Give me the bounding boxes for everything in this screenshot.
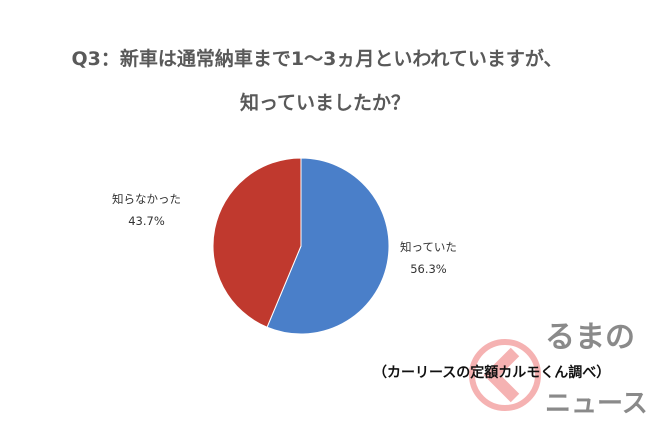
watermark-text-2: ニュース: [545, 389, 648, 419]
source-note: （カーリースの定額カルモくん調べ）: [373, 365, 611, 381]
slice-label-known: 知っていた 56.3%: [400, 236, 457, 280]
chart-title-line1: Q3：新車は通常納車まで1～3ヵ月といわれていますが、: [71, 48, 563, 70]
pie-slice-1: [212, 157, 302, 328]
slice-value-text: 43.7%: [128, 214, 165, 228]
pie-slice-0: [266, 157, 390, 335]
slice-label-text: 知っていた: [400, 240, 457, 254]
slice-value-text: 56.3%: [410, 262, 447, 276]
slice-label-text: 知らなかった: [112, 192, 181, 206]
watermark-text-1: るまの: [545, 320, 635, 355]
chart-title-line2: 知っていましたか？: [239, 92, 411, 114]
slice-label-unknown: 知らなかった 43.7%: [112, 188, 181, 232]
